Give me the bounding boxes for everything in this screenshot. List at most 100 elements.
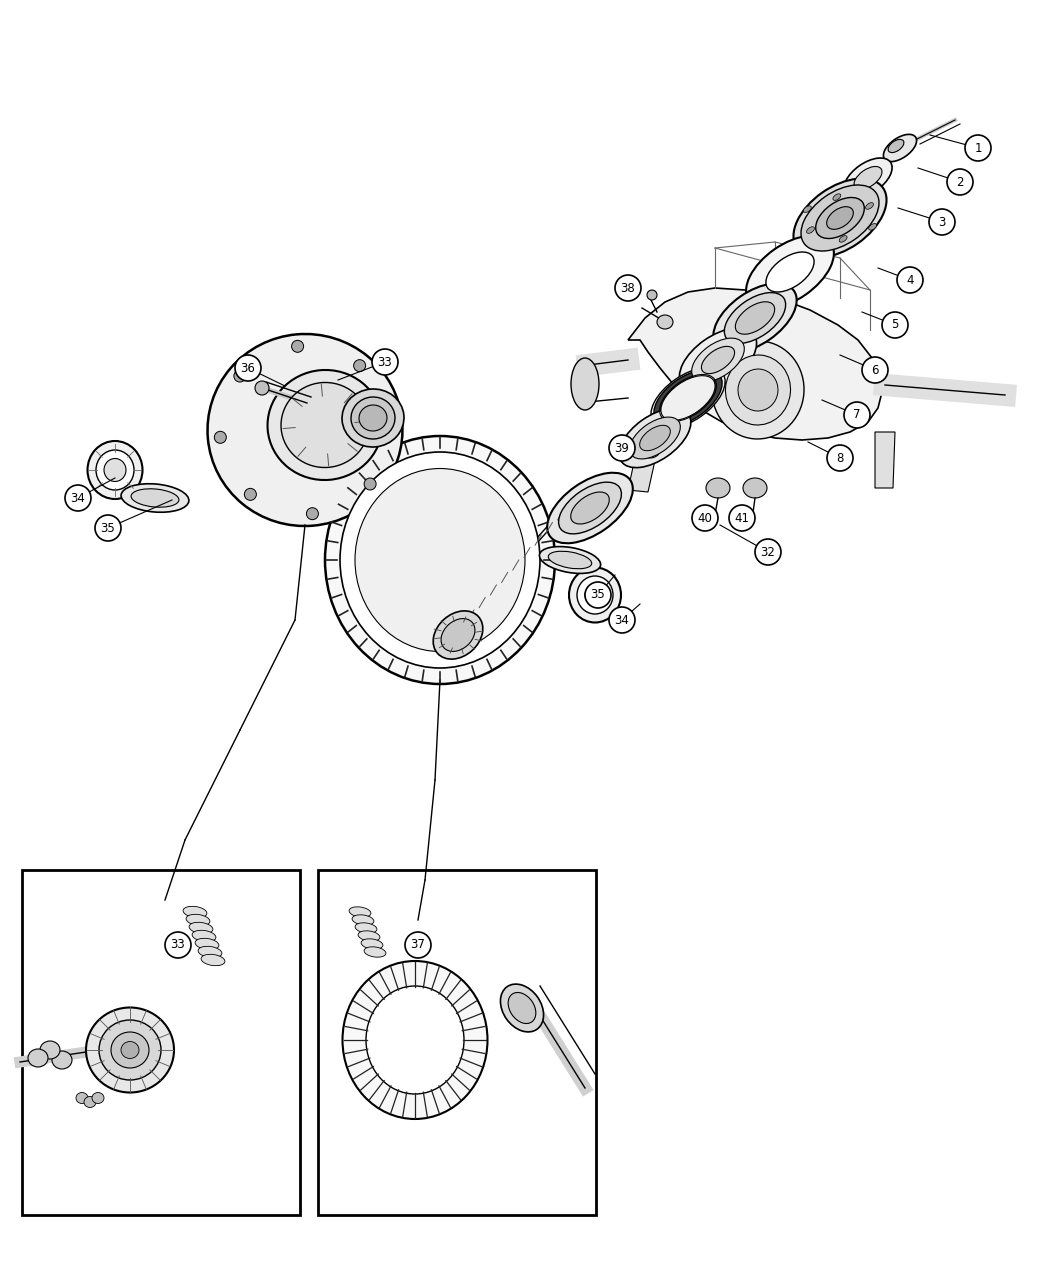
Ellipse shape: [888, 139, 904, 153]
Text: 35: 35: [590, 589, 606, 602]
Text: 6: 6: [872, 363, 879, 376]
Ellipse shape: [359, 405, 387, 431]
Circle shape: [897, 266, 923, 293]
Ellipse shape: [679, 328, 757, 391]
Text: 4: 4: [906, 274, 914, 287]
Ellipse shape: [326, 436, 555, 683]
Text: 41: 41: [735, 511, 750, 524]
Ellipse shape: [883, 134, 917, 162]
Ellipse shape: [559, 482, 622, 534]
Ellipse shape: [712, 340, 804, 439]
Ellipse shape: [651, 367, 726, 428]
Circle shape: [609, 607, 635, 632]
Circle shape: [372, 349, 398, 375]
Ellipse shape: [349, 907, 371, 917]
Ellipse shape: [189, 922, 213, 933]
Text: 3: 3: [939, 215, 946, 228]
Circle shape: [965, 135, 991, 161]
Circle shape: [609, 435, 635, 462]
Ellipse shape: [121, 1042, 139, 1058]
Text: 37: 37: [411, 938, 425, 951]
Ellipse shape: [361, 938, 383, 949]
Ellipse shape: [76, 1093, 88, 1103]
Ellipse shape: [657, 315, 673, 329]
Ellipse shape: [571, 358, 598, 411]
Ellipse shape: [99, 1020, 161, 1080]
Ellipse shape: [747, 236, 834, 309]
Text: 1: 1: [974, 142, 982, 154]
Ellipse shape: [84, 1096, 96, 1108]
Ellipse shape: [660, 376, 715, 421]
Ellipse shape: [28, 1049, 48, 1067]
Circle shape: [692, 505, 718, 530]
Circle shape: [882, 312, 908, 338]
Ellipse shape: [183, 907, 207, 918]
Ellipse shape: [578, 576, 613, 615]
Ellipse shape: [508, 992, 536, 1024]
Ellipse shape: [647, 289, 657, 300]
Ellipse shape: [52, 1051, 72, 1068]
Polygon shape: [628, 288, 882, 440]
Ellipse shape: [548, 551, 592, 569]
Ellipse shape: [706, 478, 730, 499]
Text: 36: 36: [240, 362, 255, 375]
Ellipse shape: [692, 338, 744, 382]
Ellipse shape: [630, 417, 680, 459]
Circle shape: [235, 354, 261, 381]
Ellipse shape: [195, 938, 218, 950]
Text: 32: 32: [760, 546, 776, 558]
Ellipse shape: [364, 947, 386, 958]
Ellipse shape: [726, 354, 791, 425]
Text: 34: 34: [70, 491, 85, 505]
Text: 7: 7: [854, 408, 861, 422]
Text: 33: 33: [378, 356, 393, 368]
Ellipse shape: [255, 381, 269, 395]
Ellipse shape: [654, 370, 722, 426]
Text: 34: 34: [614, 613, 629, 626]
Ellipse shape: [639, 439, 662, 458]
Ellipse shape: [765, 252, 814, 292]
Ellipse shape: [816, 198, 864, 238]
Ellipse shape: [833, 194, 841, 200]
Ellipse shape: [501, 984, 544, 1031]
Ellipse shape: [839, 236, 847, 242]
Ellipse shape: [826, 207, 854, 230]
Ellipse shape: [234, 370, 246, 382]
Ellipse shape: [268, 370, 382, 479]
Ellipse shape: [281, 382, 369, 468]
Ellipse shape: [186, 914, 210, 926]
Ellipse shape: [868, 223, 877, 231]
Ellipse shape: [865, 203, 874, 209]
Ellipse shape: [383, 417, 396, 428]
Text: 39: 39: [614, 441, 629, 454]
Ellipse shape: [104, 459, 126, 482]
Ellipse shape: [340, 453, 540, 668]
Ellipse shape: [292, 340, 303, 352]
Text: 40: 40: [697, 511, 713, 524]
Ellipse shape: [96, 450, 134, 490]
Ellipse shape: [87, 441, 143, 499]
Polygon shape: [875, 432, 895, 488]
Ellipse shape: [92, 1093, 104, 1103]
Ellipse shape: [547, 473, 633, 543]
Circle shape: [755, 539, 781, 565]
Ellipse shape: [571, 492, 609, 524]
Ellipse shape: [441, 618, 475, 652]
Bar: [22, 870, 300, 1215]
Ellipse shape: [352, 915, 374, 926]
Ellipse shape: [701, 347, 735, 374]
Circle shape: [929, 209, 956, 235]
Ellipse shape: [111, 1031, 149, 1068]
Ellipse shape: [854, 167, 882, 190]
Ellipse shape: [355, 468, 525, 652]
Ellipse shape: [844, 158, 892, 198]
Ellipse shape: [434, 611, 483, 659]
Ellipse shape: [342, 961, 487, 1119]
Ellipse shape: [801, 185, 879, 251]
Text: 35: 35: [101, 521, 116, 534]
Ellipse shape: [355, 923, 377, 933]
Ellipse shape: [743, 478, 766, 499]
Circle shape: [585, 581, 611, 608]
Polygon shape: [628, 435, 660, 492]
Text: 2: 2: [957, 176, 964, 189]
